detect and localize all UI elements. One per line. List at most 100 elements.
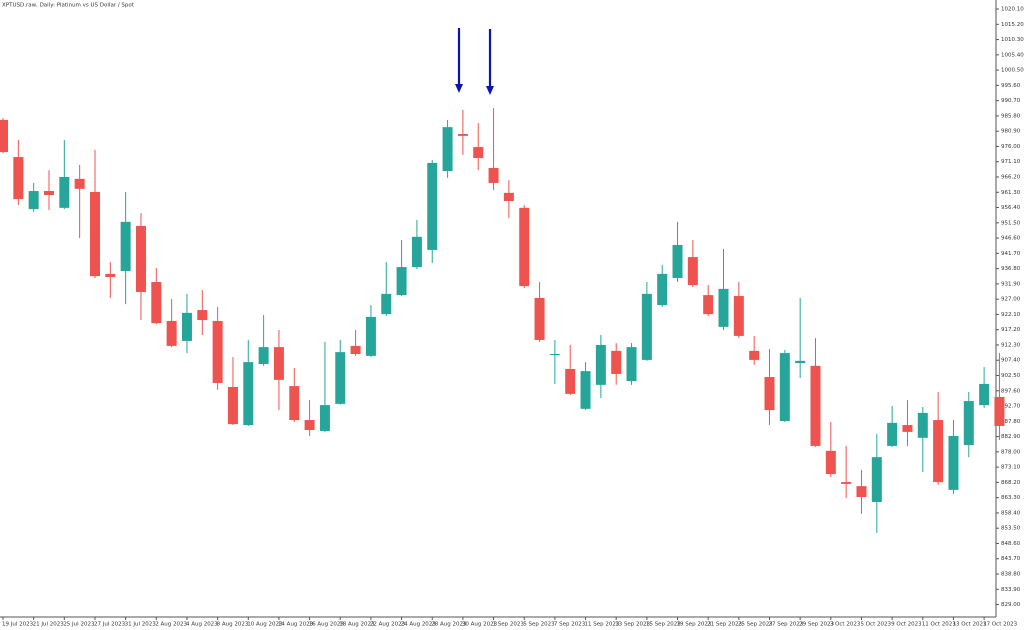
candle-body xyxy=(902,425,913,432)
x-tick-label: 27 Jul 2023 xyxy=(94,622,126,628)
x-tick-label: 16 Aug 2023 xyxy=(309,622,345,628)
candle-body xyxy=(289,386,300,421)
candle-body xyxy=(703,295,714,315)
candle-body xyxy=(13,157,24,200)
candle-body xyxy=(825,450,836,474)
candle-body xyxy=(779,353,790,421)
y-tick-label: 922.10 xyxy=(1001,312,1021,318)
arrow-head xyxy=(455,84,463,93)
candle-body xyxy=(963,401,974,445)
x-tick-label: 10 Aug 2023 xyxy=(247,622,283,628)
candle-body xyxy=(43,191,54,196)
candle-body xyxy=(856,486,867,498)
x-tick-label: 8 Aug 2023 xyxy=(217,622,249,628)
candle-body xyxy=(411,236,422,268)
x-tick-label: 13 Sep 2023 xyxy=(615,622,650,628)
candle-body xyxy=(948,435,959,490)
candle-body xyxy=(151,282,162,324)
candle-body xyxy=(473,147,484,158)
x-tick-label: 4 Aug 2023 xyxy=(186,622,218,628)
candle-body xyxy=(381,293,392,315)
x-tick-label: 27 Sep 2023 xyxy=(769,622,804,628)
y-tick-label: 882.90 xyxy=(1001,434,1021,440)
y-tick-label: 848.60 xyxy=(1001,541,1021,547)
x-tick-label: 17 Oct 2023 xyxy=(983,622,1018,628)
y-tick-label: 961.30 xyxy=(1001,190,1021,196)
y-tick-label: 990.70 xyxy=(1001,98,1021,104)
candle-body xyxy=(457,133,468,136)
x-tick-label: 31 Jul 2023 xyxy=(125,622,157,628)
candle-body xyxy=(89,191,100,277)
y-tick-label: 833.90 xyxy=(1001,587,1021,593)
candle-body xyxy=(0,119,8,153)
y-tick-label: 873.10 xyxy=(1001,465,1021,471)
x-tick-label: 5 Sep 2023 xyxy=(523,622,555,628)
y-tick-label: 976.00 xyxy=(1001,144,1021,150)
candle-body xyxy=(105,273,116,278)
x-tick-label: 11 Sep 2023 xyxy=(585,622,620,628)
candle-body xyxy=(595,344,606,385)
x-tick-label: 19 Sep 2023 xyxy=(677,622,712,628)
y-tick-label: 878.00 xyxy=(1001,449,1021,455)
x-tick-label: 28 Aug 2023 xyxy=(431,622,467,628)
candle-body xyxy=(641,293,652,360)
x-tick-label: 9 Oct 2023 xyxy=(891,622,922,628)
y-tick-label: 936.80 xyxy=(1001,266,1021,272)
arrow-head xyxy=(486,86,494,95)
x-tick-label: 21 Jul 2023 xyxy=(33,622,65,628)
candle-body xyxy=(59,176,70,208)
y-tick-label: 838.80 xyxy=(1001,571,1021,577)
x-tick-label: 30 Aug 2023 xyxy=(462,622,498,628)
candle-body xyxy=(687,257,698,286)
x-tick-label: 18 Aug 2023 xyxy=(339,622,375,628)
candle-body xyxy=(795,360,806,364)
candle-body xyxy=(626,347,637,382)
candle-body xyxy=(810,365,821,446)
x-tick-label: 14 Aug 2023 xyxy=(278,622,314,628)
candle-body xyxy=(28,191,39,210)
candle-body xyxy=(120,221,131,272)
y-tick-label: 902.50 xyxy=(1001,373,1021,379)
candle-body xyxy=(749,350,760,360)
x-tick-label: 21 Sep 2023 xyxy=(707,622,742,628)
candle-body xyxy=(534,297,545,340)
annotation-arrows xyxy=(455,28,494,95)
y-tick-label: 1020.10 xyxy=(1001,7,1024,13)
x-tick-label: 11 Oct 2023 xyxy=(922,622,957,628)
candle-body xyxy=(335,352,346,404)
candle-body xyxy=(442,127,453,172)
candle-body xyxy=(197,310,208,321)
x-tick-label: 19 Jul 2023 xyxy=(2,622,34,628)
y-tick-label: 995.60 xyxy=(1001,83,1021,89)
x-tick-label: 1 Sep 2023 xyxy=(493,622,525,628)
x-tick-label: 25 Jul 2023 xyxy=(63,622,95,628)
candle-body xyxy=(396,267,407,296)
candle-body xyxy=(519,207,530,287)
candle-body xyxy=(427,162,438,250)
y-tick-label: 912.30 xyxy=(1001,342,1021,348)
candle-body xyxy=(549,353,560,355)
y-tick-label: 980.90 xyxy=(1001,129,1021,135)
y-tick-label: 1005.40 xyxy=(1001,52,1024,58)
y-tick-label: 863.30 xyxy=(1001,495,1021,501)
y-tick-label: 931.90 xyxy=(1001,281,1021,287)
candle-body xyxy=(166,320,177,346)
candle-body xyxy=(304,420,315,431)
candle-body xyxy=(672,244,683,278)
candle-body xyxy=(657,273,668,306)
y-tick-label: 892.70 xyxy=(1001,404,1021,410)
y-tick-label: 829.00 xyxy=(1001,602,1021,608)
y-tick-label: 966.20 xyxy=(1001,174,1021,180)
y-tick-label: 917.20 xyxy=(1001,327,1021,333)
y-tick-label: 1010.30 xyxy=(1001,37,1024,43)
y-tick-label: 1000.50 xyxy=(1001,68,1024,74)
x-tick-label: 15 Sep 2023 xyxy=(646,622,681,628)
candle-body xyxy=(718,288,729,327)
y-tick-label: 897.60 xyxy=(1001,388,1021,394)
candle-body xyxy=(243,362,254,426)
candle-body xyxy=(933,420,944,483)
x-tick-label: 5 Oct 2023 xyxy=(860,622,891,628)
chart-title: XPTUSD.raw, Daily: Platinum vs US Dollar… xyxy=(2,3,135,9)
candle-body xyxy=(135,225,146,292)
